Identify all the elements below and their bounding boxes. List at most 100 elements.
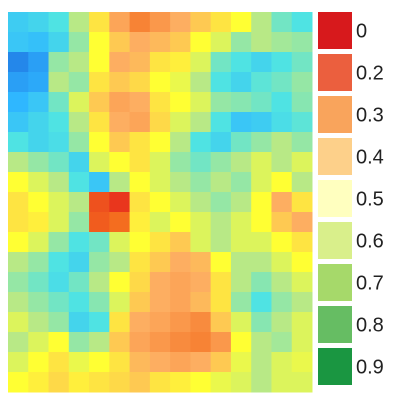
heatmap-cell <box>149 372 171 393</box>
heatmap-cell <box>190 292 212 313</box>
heatmap-cell <box>149 112 171 133</box>
heatmap-cell <box>170 352 191 373</box>
heatmap-cell <box>210 92 232 113</box>
heatmap-cell <box>291 232 313 253</box>
heatmap-cell <box>8 72 29 93</box>
heatmap-cell <box>210 212 232 233</box>
heatmap-cell <box>251 252 272 273</box>
heatmap-cell <box>230 152 252 173</box>
heatmap-cell <box>129 352 151 373</box>
heatmap-cell <box>28 192 50 213</box>
heatmap-cell <box>251 152 272 173</box>
heatmap-cell <box>190 352 212 373</box>
heatmap-cell <box>28 152 50 173</box>
heatmap-cell <box>291 152 313 173</box>
heatmap-cell <box>129 232 151 253</box>
heatmap-cell <box>129 372 151 393</box>
heatmap-cell <box>251 292 272 313</box>
colorbar-tick-label: 0 <box>356 21 367 43</box>
heatmap-cell <box>109 32 131 53</box>
heatmap-cell <box>271 152 293 173</box>
heatmap-cell <box>251 132 272 153</box>
heatmap-cell <box>230 12 252 33</box>
heatmap-cell <box>68 292 90 313</box>
heatmap-cell <box>68 272 90 293</box>
heatmap-cell <box>109 272 131 293</box>
heatmap-cell <box>89 372 110 393</box>
heatmap-cell <box>190 172 212 193</box>
heatmap-cell <box>68 352 90 373</box>
heatmap-cell <box>129 192 151 213</box>
heatmap-cell <box>28 332 50 353</box>
heatmap-cell <box>210 52 232 73</box>
heatmap-cell <box>149 212 171 233</box>
heatmap-cell <box>129 152 151 173</box>
heatmap-cell <box>291 12 313 33</box>
heatmap-cell <box>170 72 191 93</box>
heatmap-cell <box>210 152 232 173</box>
heatmap-cell <box>48 152 70 173</box>
heatmap-cell <box>170 152 191 173</box>
heatmap-cell <box>68 72 90 93</box>
heatmap-cell <box>149 32 171 53</box>
heatmap-cell <box>271 32 293 53</box>
heatmap-cell <box>48 232 70 253</box>
heatmap-cell <box>251 172 272 193</box>
heatmap-cell <box>190 112 212 133</box>
heatmap-cell <box>89 112 110 133</box>
colorbar-swatch <box>318 306 352 343</box>
heatmap-cell <box>271 192 293 213</box>
heatmap-cell <box>271 132 293 153</box>
colorbar-swatch <box>318 348 352 385</box>
heatmap-cell <box>68 52 90 73</box>
heatmap-cell <box>8 292 29 313</box>
heatmap-cell <box>109 372 131 393</box>
heatmap-cell <box>190 252 212 273</box>
heatmap-cell <box>28 372 50 393</box>
heatmap-cell <box>129 332 151 353</box>
heatmap-cell <box>68 372 90 393</box>
heatmap-cell <box>48 12 70 33</box>
heatmap-cell <box>48 92 70 113</box>
colorbar-swatch <box>318 222 352 259</box>
heatmap-cell <box>190 212 212 233</box>
heatmap-cell <box>230 132 252 153</box>
heatmap-cell <box>271 232 293 253</box>
heatmap-cell <box>129 252 151 273</box>
heatmap-cell <box>8 52 29 73</box>
heatmap-cell <box>109 52 131 73</box>
heatmap-cell <box>190 12 212 33</box>
heatmap-cell <box>149 152 171 173</box>
colorbar-swatch <box>318 12 352 49</box>
heatmap-cell <box>190 132 212 153</box>
heatmap-cell <box>291 92 313 113</box>
heatmap-cell <box>230 332 252 353</box>
heatmap-cell <box>210 312 232 333</box>
heatmap-cell <box>68 172 90 193</box>
colorbar-tick-label: 0.8 <box>356 315 384 337</box>
heatmap-cell <box>89 272 110 293</box>
heatmap-cell <box>129 112 151 133</box>
heatmap-cell <box>271 292 293 313</box>
heatmap-cell <box>210 132 232 153</box>
heatmap-cell <box>48 32 70 53</box>
heatmap-cell <box>271 252 293 273</box>
heatmap-cell <box>291 112 313 133</box>
heatmap-cell <box>291 212 313 233</box>
colorbar-tick-label: 0.3 <box>356 105 384 127</box>
heatmap-cell <box>129 12 151 33</box>
heatmap-cell <box>8 352 29 373</box>
heatmap-cell <box>89 332 110 353</box>
heatmap-cell <box>89 12 110 33</box>
heatmap-cell <box>48 372 70 393</box>
heatmap-cell <box>251 332 272 353</box>
heatmap-cell <box>210 12 232 33</box>
heatmap-cell <box>68 232 90 253</box>
heatmap-cell <box>129 32 151 53</box>
heatmap-cell <box>170 292 191 313</box>
heatmap-cell <box>89 132 110 153</box>
heatmap-cell <box>89 92 110 113</box>
heatmap-cell <box>291 272 313 293</box>
heatmap-cell <box>109 12 131 33</box>
heatmap-cell <box>149 332 171 353</box>
